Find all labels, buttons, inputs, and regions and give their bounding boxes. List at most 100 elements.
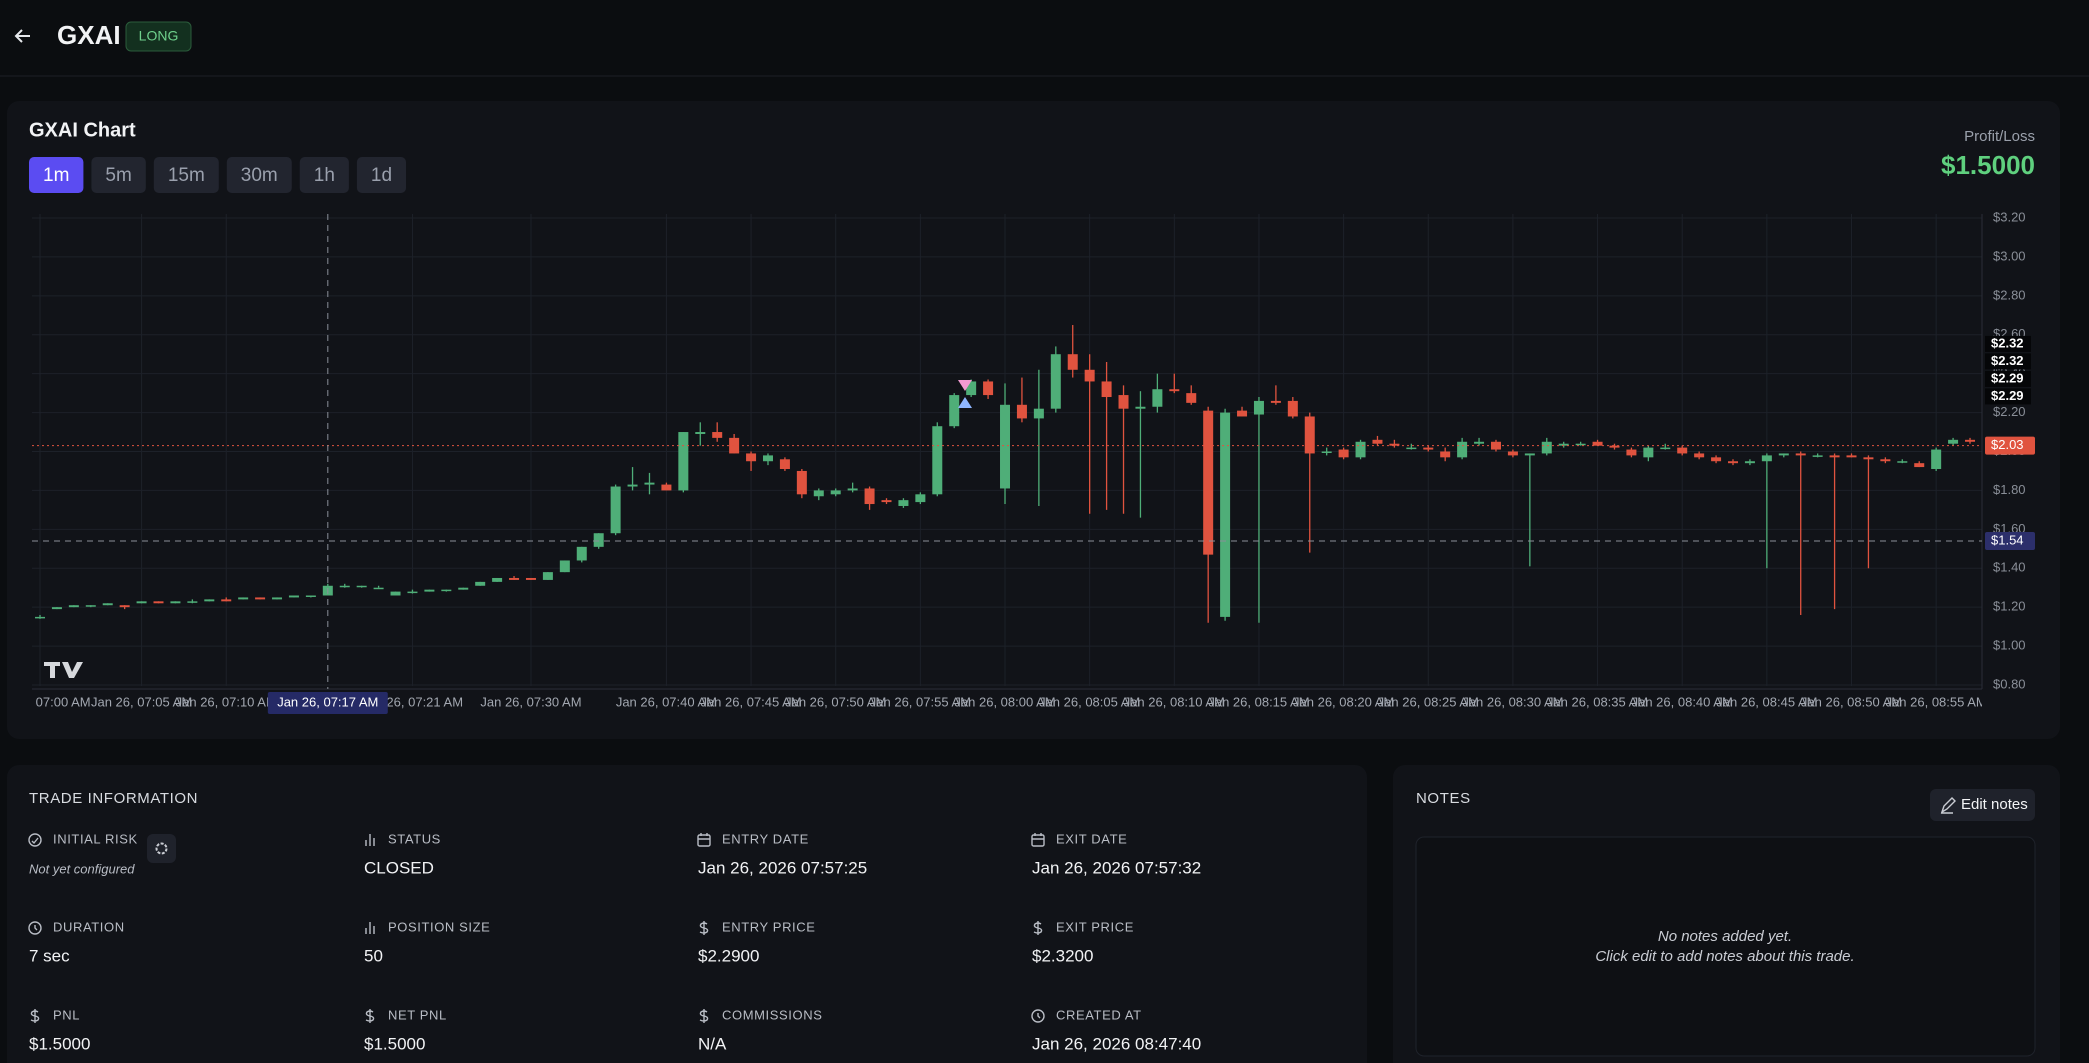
candle-body [221,599,232,602]
x-tick-label: Jan 26, 07:05 AM [91,694,192,709]
pencil-icon [1940,797,1956,814]
candle-body [1084,369,1095,382]
field-icon [31,837,39,845]
candle-body [153,601,164,604]
field-value: CLOSED [364,858,434,877]
candle-body [51,607,62,610]
field-icon [698,833,710,840]
candle-body [1270,400,1281,403]
field-icon [1033,921,1043,935]
candle-body [475,581,486,586]
candle-body [1457,441,1468,458]
candle-body [85,605,96,607]
candle-body [1253,400,1264,415]
symbol: GXAI [57,20,121,50]
y-tick-label: $1.80 [1993,482,2026,497]
x-tick-label: Jan 26, 07:50 AM [785,694,886,709]
y-tick-label: $3.00 [1993,248,2026,263]
candle-body [272,597,283,600]
candle-body [813,490,824,497]
trade-level-label: $2.32 [1991,353,2024,368]
candle-body [1626,449,1637,456]
candle-body [255,597,266,600]
candle-body [1406,447,1417,450]
candle-body [1000,404,1011,489]
timeframe-button[interactable] [91,157,146,193]
candle-body [932,426,943,495]
candle-body [356,585,367,588]
price-label: $2.03 [1991,437,2024,452]
candle-body [1524,453,1535,456]
field-icon [1031,1009,1045,1023]
timeframe-button[interactable] [299,157,349,193]
candle-body [1440,451,1451,458]
candle-body [1812,455,1823,457]
entry-marker [958,397,972,408]
timeframe-button[interactable] [29,157,84,193]
timeframe-label: 1h [314,165,335,186]
candle-body [1761,455,1772,462]
timeframe-button[interactable] [226,157,292,193]
candle-body [136,601,147,604]
timeframe-button[interactable] [153,157,219,193]
timeframe-label: 1m [43,165,69,186]
field-label: ENTRY PRICE [722,919,816,934]
candle-body [661,484,672,491]
candle-body [238,597,249,600]
x-tick-label: Jan 26, 08:25 AM [1378,694,1479,709]
field-label: STATUS [388,831,441,846]
field-icon [699,921,709,935]
candle-body [1965,439,1976,442]
field-value: N/A [698,1034,727,1053]
candle-body [407,591,418,594]
x-tick-label: Jan 26, 08:30 AM [1462,694,1563,709]
field-value: Jan 26, 2026 08:47:40 [1032,1034,1201,1053]
notes-empty-line: No notes added yet. [1658,928,1792,945]
candle-body [559,560,570,573]
risk-settings-button[interactable] [147,834,176,863]
trade-level-box [1985,388,2031,405]
candle-body [1643,447,1654,458]
candle-body [983,381,994,396]
candle-body [1490,441,1501,450]
trade-level-label: $2.29 [1991,370,2024,385]
candle-body [627,484,638,487]
y-tick-label: $1.40 [1993,560,2026,575]
back-button[interactable] [14,29,30,43]
candle-body [1728,461,1738,464]
candle-body [288,595,299,598]
timeframe-label: 1d [371,165,392,186]
candle-body [830,490,841,495]
x-tick-label: Jan 26, 07:10 AM [176,694,277,709]
x-tick-label: Jan 26, 08:10 AM [1124,694,1225,709]
x-tick-label: Jan 26, 07:40 AM [616,694,717,709]
gear-icon [155,842,168,855]
exit-marker [958,380,972,391]
candle-body [915,494,926,503]
field-label: NET PNL [388,1007,447,1022]
candle-body [1897,461,1908,463]
candle-body [1660,447,1671,450]
edit-notes-button[interactable] [1930,789,2035,821]
candle-body [1016,404,1027,419]
trade-level-box [1985,370,2031,387]
crosshair-y-box [1985,532,2035,551]
candle-body [1067,354,1078,370]
candle-body [1321,451,1332,453]
candle-body [35,616,45,619]
trade-level-box [1985,353,2031,370]
candle-body [1711,457,1722,462]
candle-body [1778,453,1789,456]
y-tick-label: $2.20 [1993,404,2026,419]
y-tick-label: $1.00 [1993,638,2026,653]
field-label: EXIT PRICE [1056,919,1134,934]
chart-logo [44,662,83,678]
timeframe-button[interactable] [356,157,407,193]
candle-body [695,432,706,434]
candle-body [119,605,130,608]
field-icon [699,1009,709,1023]
timeframe-label: 30m [241,165,278,186]
timeframe-label: 15m [168,165,205,186]
x-tick-label: Jan 26, 08:00 AM [954,694,1055,709]
